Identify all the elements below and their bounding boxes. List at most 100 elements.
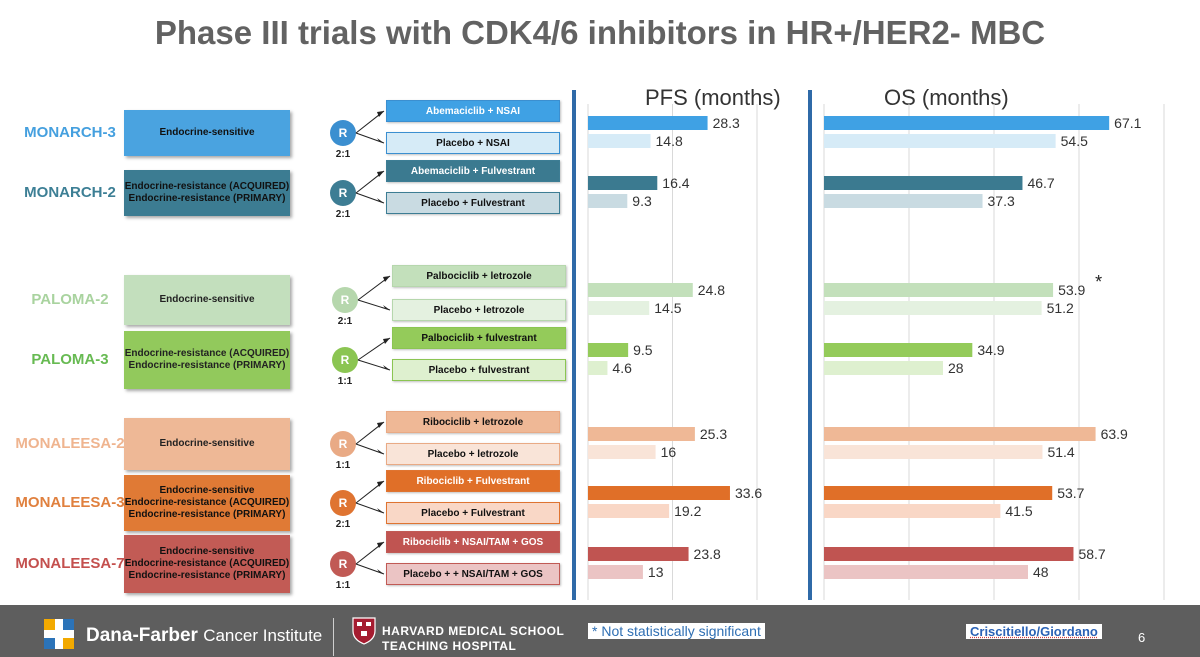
os-bar-monarch-3-control: [824, 134, 1056, 148]
population-lines: Endocrine-sensitive: [159, 127, 254, 139]
allocation-ratio-monaleesa-7: 1:1: [335, 580, 351, 591]
pfs-data-label: 13: [648, 564, 664, 580]
randomization-circle-paloma-3: R: [332, 347, 358, 373]
os-data-label: 54.5: [1061, 133, 1088, 149]
os-data-label: 67.1: [1114, 115, 1141, 131]
randomization-circle-monarch-2: R: [330, 180, 356, 206]
arm-arrow-head: [377, 569, 384, 574]
arm-arrow-head: [383, 338, 390, 344]
pfs-data-label: 9.3: [632, 193, 652, 209]
school-line-1: HARVARD MEDICAL SCHOOL: [382, 624, 565, 638]
arm-arrow-head: [377, 508, 384, 513]
population-lines: Endocrine-sensitive: [159, 438, 254, 450]
os-bar-monaleesa-7-treatment: [824, 547, 1074, 561]
os-bar-monaleesa-2-treatment: [824, 427, 1096, 441]
population-line: Endocrine-sensitive: [159, 127, 255, 138]
pfs-data-label: 4.6: [612, 360, 632, 376]
population-box-monaleesa-2: Endocrine-sensitive: [124, 418, 290, 470]
population-line: Endocrine-resistance (ACQUIRED): [124, 497, 290, 508]
population-line: Endocrine-sensitive: [159, 294, 255, 305]
allocation-ratio-monarch-2: 2:1: [335, 209, 351, 220]
allocation-ratio-paloma-2: 2:1: [337, 316, 353, 327]
population-lines: Endocrine-sensitive Endocrine-resistance …: [125, 485, 289, 521]
pfs-data-label: 16.4: [662, 175, 689, 191]
randomization-circle-paloma-2: R: [332, 287, 358, 313]
arm-box-paloma-3-treatment: Palbociclib + fulvestrant: [392, 327, 566, 349]
arm-arrow-head: [377, 449, 384, 454]
pfs-data-label: 24.8: [698, 282, 725, 298]
os-data-label: 58.7: [1078, 546, 1105, 562]
pfs-bar-monarch-3-control: [588, 134, 651, 148]
population-box-paloma-3: Endocrine-resistance (ACQUIRED) Endocrine…: [124, 331, 290, 389]
allocation-ratio-monaleesa-3: 2:1: [335, 519, 351, 530]
arm-arrow-line: [355, 443, 385, 455]
arm-arrow-line: [355, 502, 385, 514]
arm-box-monaleesa-3-treatment: Ribociclib + Fulvestrant: [386, 470, 560, 492]
population-box-paloma-2: Endocrine-sensitive: [124, 275, 290, 325]
os-bar-monaleesa-3-control: [824, 504, 1001, 518]
trial-name-monaleesa-3: MONALEESA-3: [15, 494, 125, 511]
panel-divider-right: [808, 90, 812, 600]
os-data-label: 34.9: [977, 342, 1004, 358]
os-bar-paloma-3-treatment: [824, 343, 973, 357]
os-data-label: 51.2: [1047, 300, 1074, 316]
os-data-label: 53.7: [1057, 485, 1084, 501]
pfs-data-label: 28.3: [713, 115, 740, 131]
pfs-bar-monarch-3-treatment: [588, 116, 708, 130]
arm-arrow-line: [355, 132, 385, 144]
arm-arrow-line: [357, 299, 391, 311]
population-box-monaleesa-3: Endocrine-sensitive Endocrine-resistance …: [124, 475, 290, 531]
pfs-data-label: 25.3: [700, 426, 727, 442]
harvard-shield-icon: [352, 617, 376, 645]
os-data-label: 41.5: [1005, 503, 1032, 519]
arm-box-monarch-3-control: Placebo + NSAI: [386, 132, 560, 154]
population-box-monarch-2: Endocrine-resistance (ACQUIRED) Endocrine…: [124, 170, 290, 216]
arm-arrow-head: [377, 198, 384, 203]
allocation-ratio-monarch-3: 2:1: [335, 149, 351, 160]
os-data-label: 28: [948, 360, 964, 376]
os-data-label: 37.3: [988, 193, 1015, 209]
pfs-bar-paloma-2-treatment: [588, 283, 693, 297]
page-title: Phase III trials with CDK4/6 inhibitors …: [154, 14, 1046, 51]
randomization-circle-monaleesa-7: R: [330, 551, 356, 577]
os-chart-title: OS (months): [884, 85, 1009, 110]
population-line: Endocrine-resistance (PRIMARY): [128, 570, 286, 581]
population-line: Endocrine-resistance (ACQUIRED): [124, 181, 290, 192]
arm-arrow-head: [377, 542, 384, 548]
trial-name-paloma-2: PALOMA-2: [31, 291, 109, 308]
population-lines: Endocrine-resistance (ACQUIRED) Endocrine…: [125, 181, 289, 205]
arm-box-monaleesa-3-control: Placebo + Fulvestrant: [386, 502, 560, 524]
arm-arrow-head: [377, 481, 384, 487]
pfs-data-label: 14.5: [654, 300, 681, 316]
pfs-data-label: 33.6: [735, 485, 762, 501]
os-data-label: 46.7: [1027, 175, 1054, 191]
population-lines: Endocrine-sensitive Endocrine-resistance …: [125, 546, 289, 582]
credit: Criscitiello/Giordano: [966, 624, 1102, 639]
population-lines: Endocrine-resistance (ACQUIRED) Endocrine…: [125, 348, 289, 372]
arm-box-monarch-2-treatment: Abemaciclib + Fulvestrant: [386, 160, 560, 182]
pfs-bar-paloma-3-treatment: [588, 343, 629, 357]
trial-name-monarch-3: MONARCH-3: [24, 124, 116, 141]
arm-box-monaleesa-2-control: Placebo + letrozole: [386, 443, 560, 465]
population-line: Endocrine-sensitive: [159, 438, 255, 449]
population-line: Endocrine-resistance (PRIMARY): [128, 360, 286, 371]
pfs-bar-paloma-3-control: [588, 361, 608, 375]
os-data-label: 51.4: [1047, 444, 1074, 460]
arm-arrow-line: [355, 563, 385, 575]
os-bar-paloma-2-control: [824, 301, 1042, 315]
trial-name-monaleesa-7: MONALEESA-7: [15, 555, 125, 572]
pfs-bar-monaleesa-3-treatment: [588, 486, 730, 500]
pfs-bar-monaleesa-3-control: [588, 504, 670, 518]
panel-divider-left: [572, 90, 576, 600]
institute-name-main: Dana-Farber: [86, 625, 198, 646]
arm-arrow-head: [377, 422, 384, 428]
school-line-2: TEACHING HOSPITAL: [382, 639, 517, 653]
trial-name-monarch-2: MONARCH-2: [24, 184, 116, 201]
os-bar-monaleesa-7-control: [824, 565, 1028, 579]
os-bar-monaleesa-3-treatment: [824, 486, 1053, 500]
arm-box-monarch-3-treatment: Abemaciclib + NSAI: [386, 100, 560, 122]
pfs-data-label: 14.8: [656, 133, 683, 149]
arm-arrow-head: [383, 305, 390, 310]
os-data-label: 48: [1033, 564, 1049, 580]
